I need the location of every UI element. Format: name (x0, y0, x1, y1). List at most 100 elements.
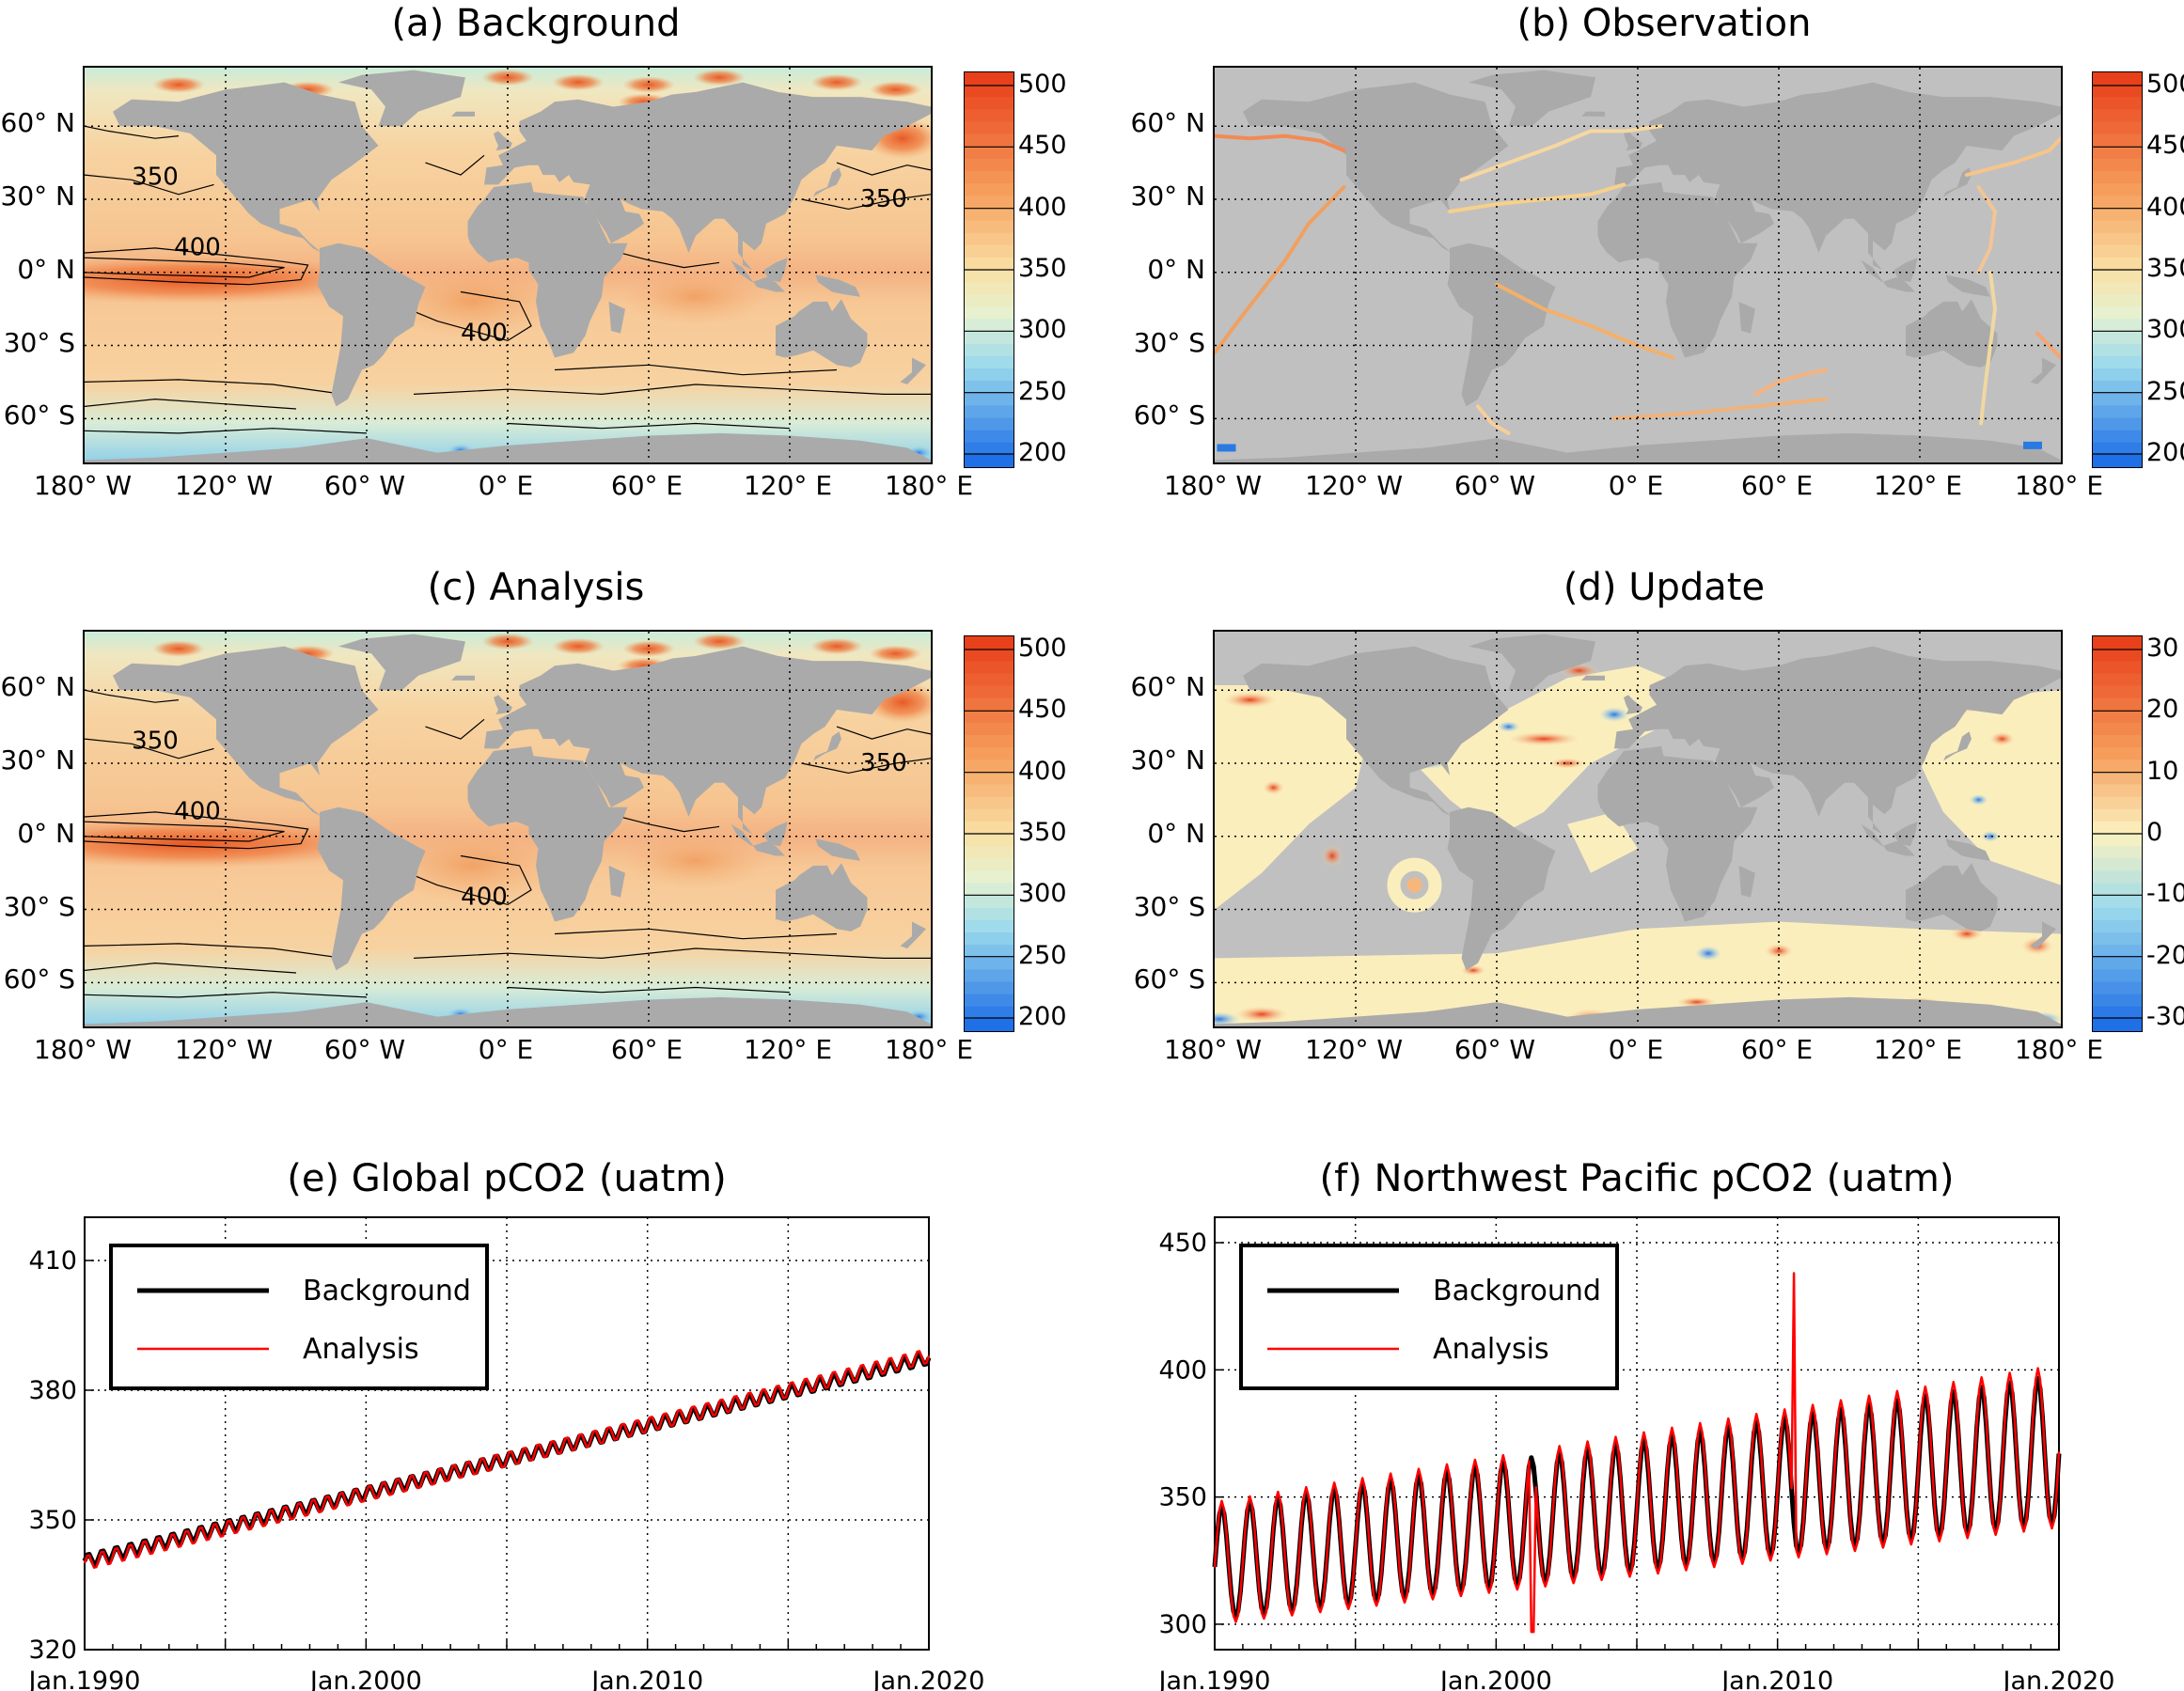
panel-c-title: (c) Analysis (427, 566, 645, 609)
colorbar-swatch (965, 919, 1013, 933)
colorbar-observation (2092, 71, 2143, 468)
land-newZealand (2030, 357, 2056, 384)
land-northAmerica (1243, 82, 1509, 253)
colorbar-swatch (2093, 945, 2142, 958)
colorbar-swatch (965, 870, 1013, 885)
equatorial-pacific-high (85, 255, 388, 305)
colorbar-swatch (2093, 417, 2142, 431)
contour-label: 350 (860, 185, 907, 213)
chart-e: (e) Global pCO2 (uatm) 320 350 380 410 Jan.19… (27, 1157, 985, 1691)
land-greenland (338, 70, 465, 127)
map-gridlines (1215, 632, 2061, 1026)
equatorial-pacific-high (85, 819, 388, 869)
colorbar-tick-label: 400 (2146, 192, 2184, 222)
lon-tick-label: 120° W (1305, 470, 1404, 501)
land-northAmerica (113, 646, 379, 817)
colorbar-swatch (965, 133, 1013, 148)
contour-label: 350 (132, 163, 179, 191)
x-tick-label: Jan.2020 (2002, 1667, 2115, 1691)
positive-update (1764, 943, 1794, 959)
low-pco2-observation (2023, 441, 2042, 449)
lon-tick-label: 60° W (1453, 470, 1536, 501)
land-australia (1906, 299, 1998, 368)
colorbar-swatch (2093, 784, 2142, 798)
arctic-hotspot (693, 633, 746, 650)
lat-tick-label: 30° S (1133, 890, 1205, 922)
colorbar-swatch (2093, 282, 2142, 295)
lat-tick-label: 30° S (1133, 326, 1205, 358)
colorbar-swatch (2093, 270, 2142, 283)
land-borneo (763, 258, 788, 283)
lat-tick-label: 30° N (1130, 744, 1205, 775)
lon-tick-label: 60° E (610, 470, 683, 501)
colorbar-swatch (2093, 919, 2142, 933)
colorbar-swatch (965, 808, 1013, 822)
colorbar-tick-label: -10 (2146, 879, 2184, 909)
lat-tick-label: 0° N (17, 817, 75, 849)
colorbar-swatch (965, 673, 1013, 687)
colorbar-swatch (2093, 368, 2142, 382)
colorbar-swatch (2093, 257, 2142, 271)
colorbar-swatch (965, 697, 1013, 712)
update-region (1238, 787, 1321, 849)
lat-tick-label: 0° N (17, 253, 75, 285)
colorbar-swatch (965, 244, 1013, 258)
colorbar-swatch (2093, 649, 2142, 662)
colorbar-swatch (2093, 232, 2142, 246)
y-tick-label: 450 (1158, 1229, 1207, 1258)
land-indonesia (1861, 823, 1915, 856)
colorbar-swatch (2093, 710, 2142, 724)
y-tick-label: 350 (1158, 1483, 1207, 1512)
indian-ocean-high (621, 268, 771, 325)
lon-tick-label: 180° W (34, 1034, 133, 1065)
colorbar-swatch (965, 834, 1013, 847)
lon-tick-label: 180° W (34, 470, 133, 501)
land-iceland (451, 111, 475, 117)
land-southAmerica (317, 243, 426, 407)
panel-b-title: (b) Observation (1516, 2, 1812, 45)
colorbar-tick-label: 10 (2146, 756, 2179, 786)
colorbar-swatch (2093, 319, 2142, 333)
colorbar-swatch (965, 109, 1013, 123)
colorbar-swatch (965, 858, 1013, 871)
colorbar-swatch (2093, 969, 2142, 983)
colorbar-tick-label: 350 (2146, 254, 2184, 283)
colorbar-swatch (2093, 393, 2142, 406)
colorbar-swatch (965, 661, 1013, 674)
lat-tick-label: 30° S (3, 890, 75, 922)
colorbar-swatch (2093, 994, 2142, 1008)
land-britain (1624, 131, 1642, 151)
colorbar-swatch (2093, 196, 2142, 209)
colorbar-swatch (965, 183, 1013, 196)
colorbar-swatch (965, 85, 1013, 98)
negative-update (1215, 1011, 1240, 1026)
land-newGuinea (1945, 274, 1990, 297)
colorbar-swatch (2093, 846, 2142, 859)
colorbar-tick-label: 400 (1018, 756, 1067, 786)
colorbar-swatch (2093, 722, 2142, 736)
negative-update (1695, 946, 1721, 962)
land-madagascar (608, 865, 625, 898)
land-southAmerica (317, 806, 426, 971)
land-eurasia (1614, 82, 2061, 271)
lon-tick-label: 0° E (478, 1034, 534, 1065)
colorbar-swatch (2093, 796, 2142, 810)
negative-update (1969, 793, 1988, 806)
colorbar-swatch (2093, 97, 2142, 110)
negative-update (1497, 721, 1520, 733)
colorbar-tick-label: 450 (1018, 131, 1067, 161)
lon-tick-label: 60° E (1740, 470, 1814, 501)
colorbar-swatch (965, 158, 1013, 172)
chart-f: (f) Northwest Pacific pCO2 (uatm) 300 350 4… (1157, 1157, 2115, 1691)
lon-tick-label: 60° E (610, 1034, 683, 1065)
colorbar-swatch (965, 146, 1013, 160)
x-tick-label: Jan.2010 (589, 1667, 703, 1691)
lon-tick-label: 180° W (1164, 470, 1263, 501)
map-observation (1213, 66, 2063, 464)
land-borneo (763, 822, 788, 847)
colorbar-swatch (965, 282, 1013, 295)
colorbar-swatch (965, 405, 1013, 419)
map-analysis: 350 400 350 400 (83, 630, 933, 1028)
land-northAmerica (113, 82, 379, 253)
lon-tick-label: 60° W (323, 1034, 406, 1065)
